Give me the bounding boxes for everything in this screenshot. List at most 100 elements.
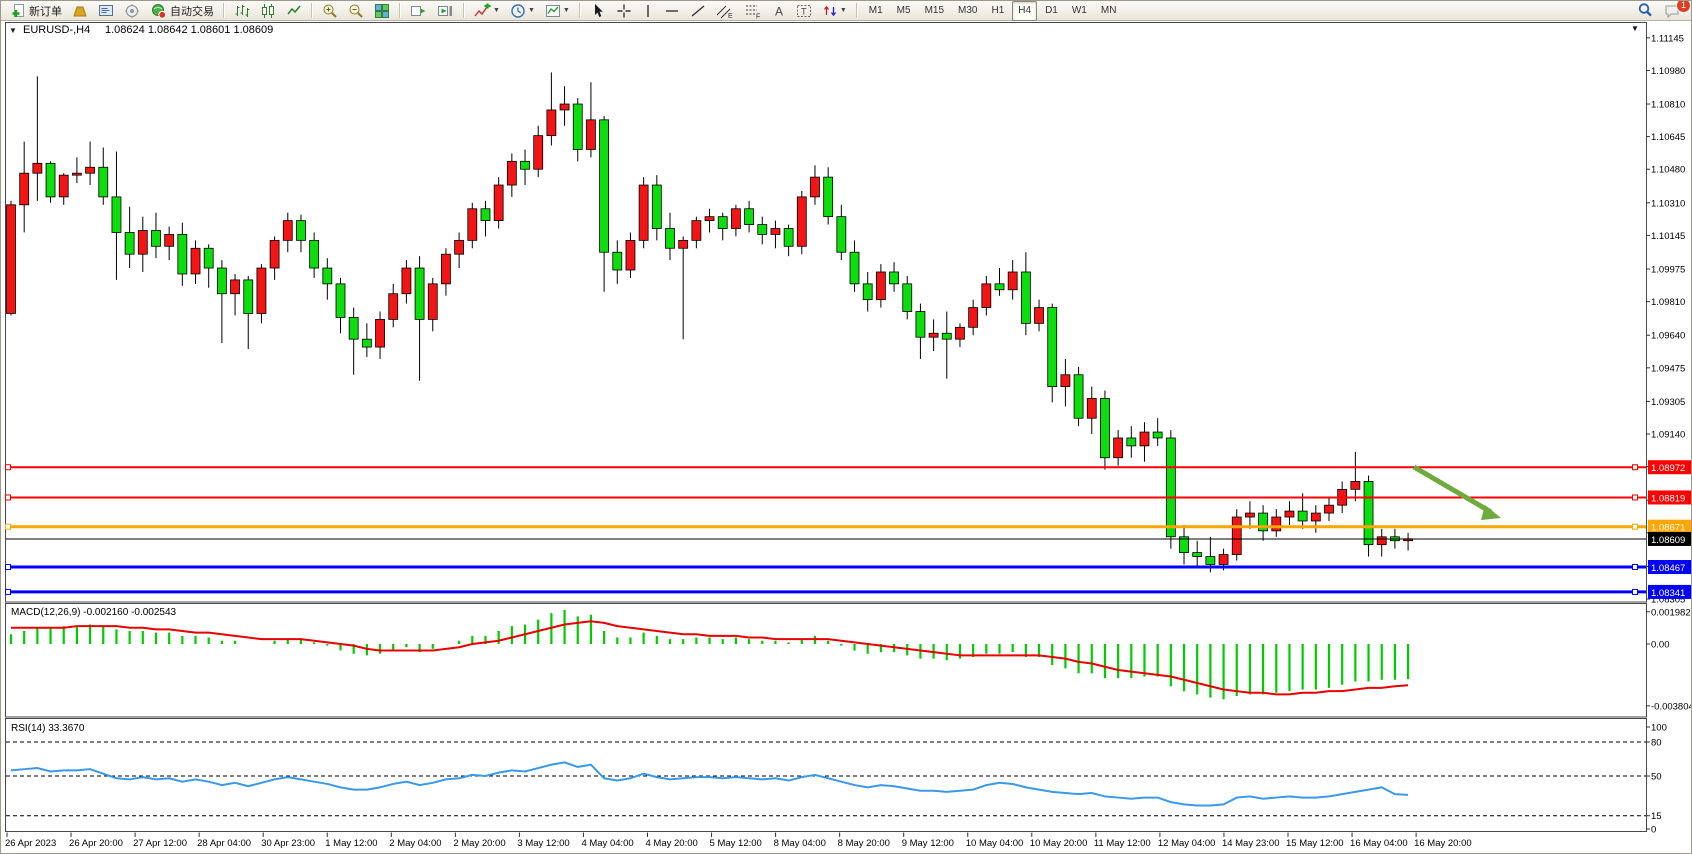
equidistant-channel-icon: E <box>716 3 734 19</box>
rsi-axis-label: 50 <box>1651 772 1662 783</box>
candlestick-chart-button[interactable] <box>256 1 280 21</box>
timeframe-button-m15[interactable]: M15 <box>924 5 945 16</box>
y-axis-tick-label: 1.09475 <box>1651 363 1685 374</box>
candle-body <box>72 172 82 176</box>
templates-button[interactable]: ▼ <box>541 1 574 21</box>
vertical-line-tool-button[interactable] <box>638 1 658 21</box>
x-axis-date-label: 27 Apr 12:00 <box>133 838 187 849</box>
market-watch-button[interactable] <box>94 1 118 21</box>
candle-body <box>559 103 570 111</box>
candle-body <box>915 311 926 338</box>
trendline-icon <box>690 3 706 19</box>
charts-button[interactable] <box>68 1 92 21</box>
candle-body <box>770 228 781 235</box>
autotrading-label: 自动交易 <box>170 5 214 18</box>
chart-menu-triangle-icon[interactable]: ▼ <box>9 26 17 35</box>
scroll-to-end-triangle-icon[interactable]: ▼ <box>1631 24 1639 33</box>
candle-body <box>665 228 675 249</box>
candle-body <box>493 184 504 222</box>
candle-body <box>296 220 306 241</box>
candle-body <box>1034 307 1044 324</box>
trendline-tool-button[interactable] <box>686 1 710 21</box>
candle-body <box>454 239 465 255</box>
timeframe-button-mn[interactable]: MN <box>1100 5 1117 16</box>
rsi-axis-label: 80 <box>1651 737 1662 748</box>
x-axis-date-label: 11 May 12:00 <box>1094 838 1151 849</box>
candle-body <box>1363 481 1374 546</box>
zoom-out-icon <box>348 3 364 19</box>
periods-button[interactable]: ▼ <box>506 1 539 21</box>
candle-body <box>309 239 320 269</box>
line-handle-left[interactable] <box>5 494 11 501</box>
horizontal-line-tool-button[interactable] <box>660 1 684 21</box>
x-axis-date-label: 12 May 04:00 <box>1158 838 1216 849</box>
x-axis-date-label: 4 May 04:00 <box>581 838 633 849</box>
candle-body <box>836 216 847 253</box>
line-handle-left[interactable] <box>5 588 11 595</box>
timeframe-button-m30[interactable]: M30 <box>958 5 978 16</box>
annotation-arrow-line[interactable] <box>1412 464 1493 515</box>
vertical-line-icon <box>642 3 654 19</box>
x-axis-date-label: 8 May 04:00 <box>774 838 826 849</box>
candle-body <box>335 283 346 318</box>
search-button[interactable] <box>1633 1 1658 21</box>
crosshair-tool-button[interactable] <box>612 1 636 21</box>
candle-body <box>783 228 794 247</box>
line-handle-right[interactable] <box>1632 564 1638 571</box>
tile-windows-icon <box>374 3 390 19</box>
timeframe-button-m5[interactable]: M5 <box>896 5 911 16</box>
line-handle-left[interactable] <box>5 564 11 571</box>
timeframe-button-m1[interactable]: M1 <box>868 5 883 16</box>
candle-body <box>388 293 399 320</box>
bar-chart-icon <box>234 3 250 19</box>
text-tool-button[interactable]: A <box>768 1 790 21</box>
navigator-button[interactable] <box>120 1 144 21</box>
bar-chart-button[interactable] <box>230 1 254 21</box>
fibonacci-tool-button[interactable]: F <box>740 1 766 21</box>
candle-body <box>889 271 899 285</box>
fibonacci-icon: F <box>744 3 762 19</box>
zoom-out-button[interactable] <box>344 1 368 21</box>
macd-axis-label: 0.00 <box>1651 640 1670 651</box>
zoom-in-button[interactable] <box>318 1 342 21</box>
arrows-tool-button[interactable]: ▼ <box>818 1 851 21</box>
tile-windows-button[interactable] <box>370 1 394 21</box>
line-handle-right[interactable] <box>1632 494 1638 501</box>
x-axis-date-label: 30 Apr 23:00 <box>261 838 315 849</box>
text-label-tool-button[interactable]: T <box>792 1 816 21</box>
timeframe-button-h4[interactable]: H4 <box>1012 1 1038 21</box>
line-handle-left[interactable] <box>5 523 11 530</box>
autotrading-button[interactable]: 自动交易 <box>146 1 218 21</box>
line-handle-right[interactable] <box>1632 588 1638 595</box>
chart-shift-button[interactable] <box>433 1 458 21</box>
candle-body <box>1007 271 1018 291</box>
line-chart-button[interactable] <box>282 1 306 21</box>
annotation-arrow-head[interactable] <box>1481 505 1501 520</box>
candle-body <box>480 208 491 222</box>
x-axis-date-label: 15 May 12:00 <box>1286 838 1344 849</box>
x-axis-date-label: 26 Apr 20:00 <box>69 838 123 849</box>
auto-scroll-button[interactable] <box>406 1 431 21</box>
timeframe-button-w1[interactable]: W1 <box>1071 5 1087 16</box>
price-line-label: 1.08819 <box>1651 493 1685 504</box>
notifications-button[interactable]: 1 <box>1660 1 1691 21</box>
timeframe-button-d1[interactable]: D1 <box>1045 5 1058 16</box>
candle-body <box>282 220 293 241</box>
y-axis-tick-label: 1.10810 <box>1651 100 1685 111</box>
candle-body <box>137 230 148 255</box>
new-order-button[interactable]: 新订单 <box>6 1 66 21</box>
x-axis-date-label: 10 May 20:00 <box>1030 838 1088 849</box>
candle-body <box>1113 437 1124 459</box>
candle-body <box>98 166 109 198</box>
dropdown-arrow-icon: ▼ <box>562 7 570 14</box>
line-handle-left[interactable] <box>5 464 11 471</box>
svg-text:F: F <box>756 13 760 19</box>
line-handle-right[interactable] <box>1632 523 1638 530</box>
candle-body <box>124 232 135 255</box>
channel-tool-button[interactable]: E <box>712 1 738 21</box>
timeframe-button-h1[interactable]: H1 <box>991 5 1005 16</box>
indicators-button[interactable]: ▼ <box>470 1 504 21</box>
line-handle-right[interactable] <box>1632 464 1638 471</box>
cursor-tool-button[interactable] <box>586 1 610 21</box>
